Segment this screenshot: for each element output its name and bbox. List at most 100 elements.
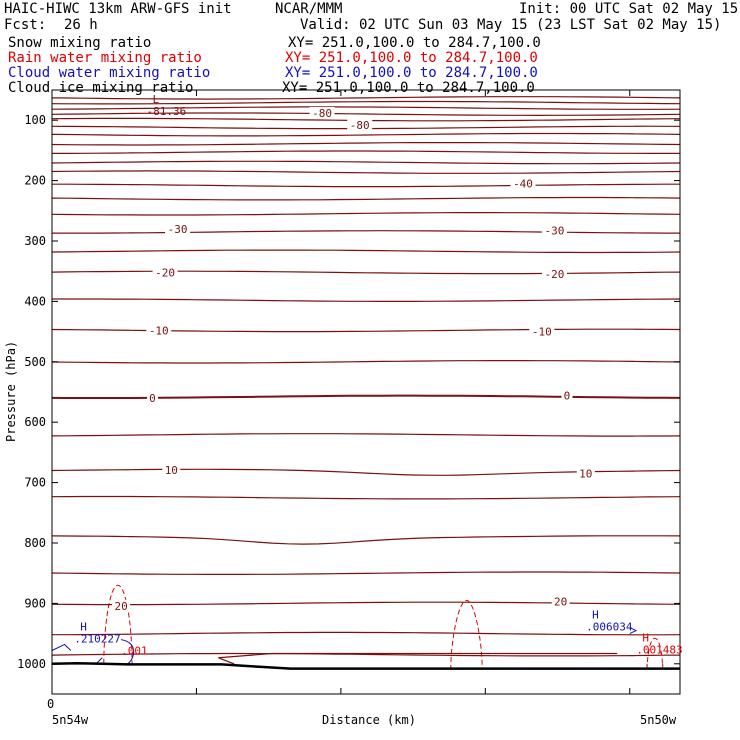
extreme-marker: H <box>592 609 599 622</box>
contour-label: 20 <box>554 596 567 609</box>
contour-label-bg <box>541 268 567 281</box>
contour-label-bg <box>112 599 131 612</box>
temperature-contour <box>51 394 681 399</box>
y-tick-label: 200 <box>24 174 46 188</box>
contour-label: -30 <box>544 225 564 238</box>
contour-label: 10 <box>165 464 178 477</box>
contour-label: -10 <box>149 324 169 337</box>
field-label-snow: Snow mixing ratio <box>8 35 152 51</box>
temperature-contour <box>51 160 681 165</box>
temperature-contour <box>51 360 681 364</box>
temperature-contour <box>51 328 681 333</box>
contour-label: 0 <box>149 392 156 405</box>
temperature-contour <box>51 495 681 500</box>
y-tick-label: 900 <box>24 596 46 610</box>
temperature-contour <box>51 249 681 254</box>
valid-time: Valid: 02 UTC Sun 03 May 15 (23 LST Sat … <box>300 17 722 33</box>
extreme-value: -81.36 <box>146 105 186 118</box>
temperature-contour <box>51 270 681 275</box>
extreme-marker: L <box>152 93 159 106</box>
extreme-value: .210227 <box>74 633 120 646</box>
temperature-contour <box>51 142 681 146</box>
field-label-cloud-ice: Cloud ice mixing ratio <box>8 80 194 96</box>
extreme-value: .001483 <box>636 644 682 657</box>
temperature-contour <box>51 212 681 216</box>
temperature-contour <box>52 230 680 234</box>
contour-label-bg <box>529 325 555 338</box>
forecast-label: Fcst: <box>4 17 47 33</box>
model-title: HAIC-HIWC 13km ARW-GFS init <box>4 1 232 17</box>
y-tick-label: 100 <box>24 113 46 127</box>
contour-label: 10 <box>579 468 592 481</box>
contour-labels: -80 -80 -40 -30 -30 -20 -20 -10 -10 0 0 10 10 20 20 L-8… <box>74 93 682 658</box>
contour-label-bg <box>146 324 172 337</box>
contour-label-bg <box>152 266 178 279</box>
contour-label-bg <box>162 463 181 476</box>
contour-label: -20 <box>544 268 564 281</box>
y-tick-label: 300 <box>24 234 46 248</box>
y-tick-label: 500 <box>24 355 46 369</box>
contour-label: -80 <box>312 107 332 120</box>
temperature-contour <box>52 150 680 154</box>
x-end-label: 5n50w <box>640 713 677 727</box>
x-tick-zero-label: 0 <box>47 697 54 711</box>
y-tick-label: 800 <box>24 536 46 550</box>
rain-contour <box>646 637 664 668</box>
contour-label: -20 <box>155 266 175 279</box>
temperature-contour <box>51 106 681 110</box>
contour-label-bg <box>347 119 373 132</box>
temperature-contour <box>218 652 618 665</box>
center-label: NCAR/MMM <box>275 1 343 17</box>
y-axis-title: Pressure (hPa) <box>4 341 18 442</box>
field-label-cloud-water: Cloud water mixing ratio <box>8 65 211 81</box>
extreme-marker: H <box>642 632 649 645</box>
temperature-contour <box>52 298 681 302</box>
contour-label: 0 <box>564 390 571 403</box>
contour-label: -30 <box>168 223 188 236</box>
field-label-rain: Rain water mixing ratio <box>8 50 202 66</box>
contour-label-bg <box>541 224 567 237</box>
init-time: Init: 00 UTC Sat 02 May 15 <box>519 1 739 17</box>
temperature-contour <box>51 170 681 174</box>
precip-contours <box>51 584 664 670</box>
temperature-contour <box>51 196 681 201</box>
temperature-contour <box>51 112 681 117</box>
rain-contour <box>450 599 483 670</box>
temperature-contour <box>51 571 681 575</box>
y-tick-label: 700 <box>24 476 46 490</box>
x-axis-title: Distance (km) <box>322 713 416 727</box>
cloud-water-contour <box>120 639 135 665</box>
temperature-contour <box>51 433 681 437</box>
contour-label-bg <box>551 595 570 608</box>
y-tick-label: 400 <box>24 294 46 308</box>
temperature-contour <box>52 631 681 636</box>
field-xy-snow: XY= 251.0,100.0 to 284.7,100.0 <box>288 35 541 51</box>
contour-label: 20 <box>114 600 127 613</box>
field-xy-rain: XY= 251.0,100.0 to 284.7,100.0 <box>285 50 538 66</box>
cloud-water-contour <box>629 627 638 635</box>
temperature-contour <box>51 468 681 476</box>
contour-label: -80 <box>350 119 370 132</box>
plot-frame <box>51 89 681 695</box>
terrain-line-path <box>51 661 680 670</box>
contour-label-bg <box>146 392 158 405</box>
terrain-line <box>51 661 680 670</box>
x-start-label: 5n54w <box>52 713 89 727</box>
temperature-contours <box>51 96 681 657</box>
contour-label-bg <box>576 467 595 480</box>
temperature-contour <box>51 535 681 545</box>
y-tick-label: 600 <box>24 415 46 429</box>
rain-value-label: .001 <box>121 645 148 658</box>
field-xy-cloud-ice: XY= 251.0,100.0 to 284.7,100.0 <box>282 80 535 96</box>
contour-label-bg <box>309 106 335 119</box>
contour-label-bg <box>510 177 536 190</box>
temperature-contour <box>51 601 681 606</box>
extreme-marker: H <box>80 621 87 634</box>
extreme-value: .006034 <box>586 621 633 634</box>
field-xy-cloud-water: XY= 251.0,100.0 to 284.7,100.0 <box>285 65 538 81</box>
contour-label: -10 <box>532 326 552 339</box>
contour-label: -40 <box>513 178 533 191</box>
temperature-contour <box>51 652 681 657</box>
